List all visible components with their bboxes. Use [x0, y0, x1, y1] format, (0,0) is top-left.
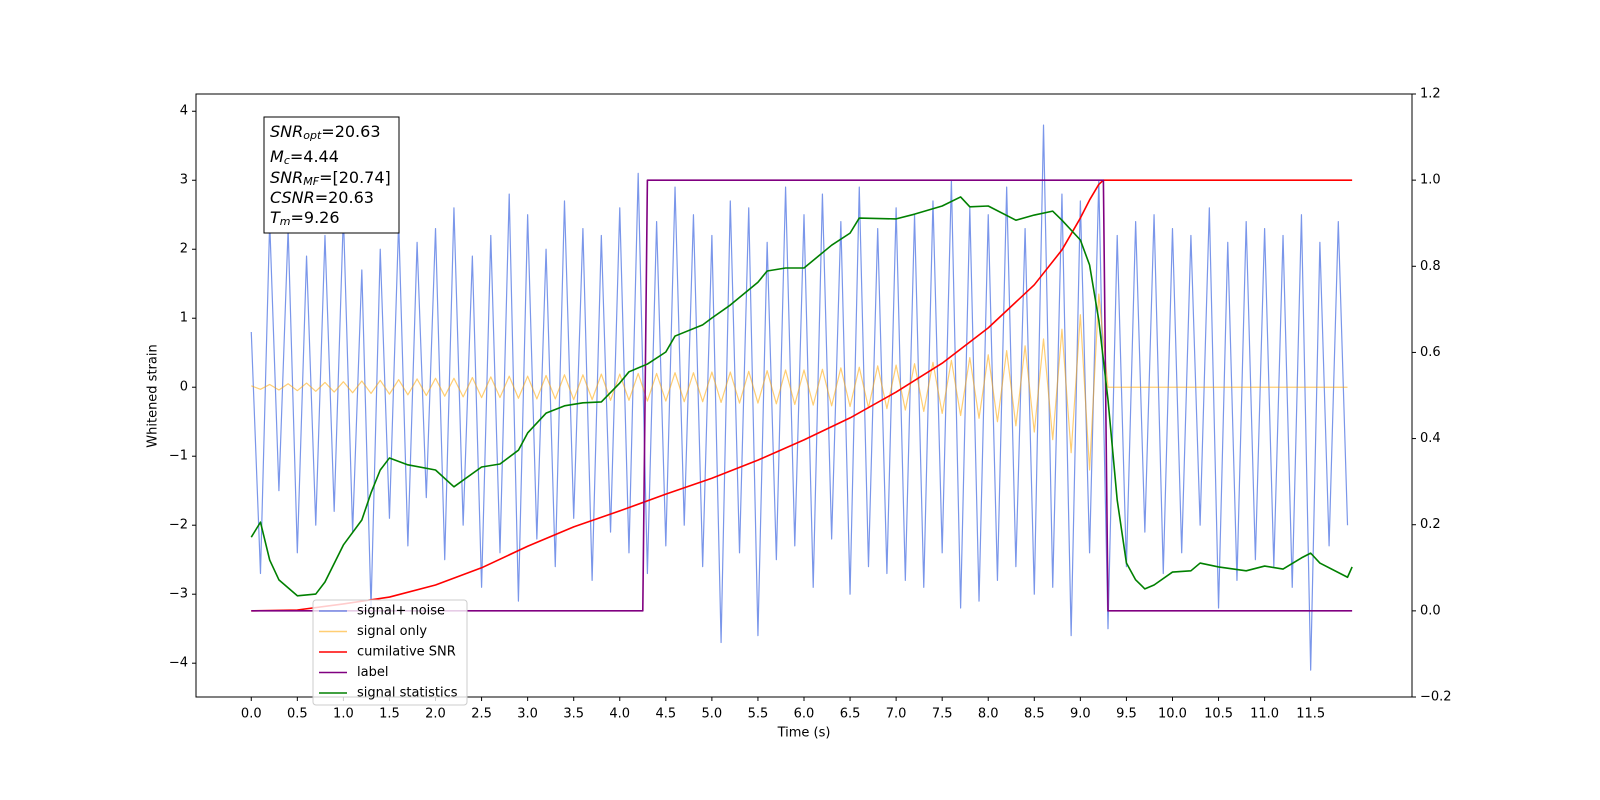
x-tick-label: 4.0 — [609, 707, 630, 722]
x-tick-label: 6.0 — [794, 707, 815, 722]
series-line — [250, 124, 1349, 671]
legend-label: cumilative SNR — [357, 645, 456, 660]
y-tick-label: −3 — [169, 587, 188, 602]
annotation-box — [263, 116, 400, 234]
legend-label: signal+ noise — [357, 604, 445, 619]
x-tick-label: 7.0 — [886, 707, 907, 722]
series-line — [251, 179, 1353, 612]
legend: signal+ noise signal only cumilative SNR la… — [312, 599, 468, 706]
annotation-symbol: CSNR — [270, 188, 315, 207]
y2-tick-label: 0.6 — [1420, 345, 1441, 360]
x-tick-label: 7.5 — [932, 707, 953, 722]
y-axis-label: Whitened strain — [146, 344, 161, 447]
y2-tick-label: 1.2 — [1420, 87, 1441, 102]
x-tick-label: 11.0 — [1250, 707, 1279, 722]
x-tick-label: 5.5 — [748, 707, 769, 722]
y2-tick-label: 0.0 — [1420, 603, 1441, 618]
x-tick-label: 10.0 — [1158, 707, 1187, 722]
y2-tick-label: 0.8 — [1420, 259, 1441, 274]
x-tick-label: 6.5 — [840, 707, 861, 722]
y-tick-label: 1 — [180, 311, 188, 326]
x-tick-label: 8.0 — [978, 707, 999, 722]
x-tick-label: 0.0 — [241, 707, 262, 722]
annotation-value: =[20.74] — [319, 168, 391, 187]
y-tick-label: 3 — [180, 173, 188, 188]
legend-box — [312, 599, 468, 706]
legend-label: label — [357, 665, 388, 680]
annotation-value: =4.44 — [290, 147, 339, 166]
y-tick-label: 0 — [180, 380, 188, 395]
y-tick-label: −1 — [169, 449, 188, 464]
annotation: Mc=4.44 — [270, 147, 339, 168]
x-tick-label: 2.0 — [425, 707, 446, 722]
series-line — [251, 179, 1353, 612]
x-tick-label: 9.5 — [1116, 707, 1137, 722]
x-tick-label: 1.0 — [333, 707, 354, 722]
series-line — [250, 196, 1353, 597]
annotation-symbol: M — [270, 147, 284, 166]
annotation: Tm=9.26 — [270, 208, 340, 229]
y-tick-label: −4 — [169, 656, 188, 671]
annotation-value: =20.63 — [315, 188, 374, 207]
y2-tick-label: 1.0 — [1420, 173, 1441, 188]
y-tick-label: −2 — [169, 518, 188, 533]
x-tick-label: 9.0 — [1070, 707, 1091, 722]
plot-frame — [195, 93, 1413, 698]
annotation-sub: MF — [303, 175, 319, 188]
annotation-sub: c — [284, 154, 290, 167]
x-tick-label: 3.0 — [517, 707, 538, 722]
annotation-sub: m — [280, 215, 291, 228]
legend-label: signal statistics — [357, 686, 458, 701]
x-tick-label: 3.5 — [563, 707, 584, 722]
annotation-symbol: SNR — [270, 168, 303, 187]
annotation-value: =9.26 — [291, 208, 340, 227]
x-tick-label: 8.5 — [1024, 707, 1045, 722]
annotation: SNRopt=20.63 — [270, 122, 381, 143]
y2-tick-label: 0.2 — [1420, 517, 1441, 532]
annotation-symbol: T — [270, 208, 281, 227]
x-tick-label: 0.5 — [287, 707, 308, 722]
annotation-symbol: SNR — [270, 122, 303, 141]
series-line — [251, 293, 1348, 471]
x-tick-label: 10.5 — [1204, 707, 1233, 722]
y2-tick-label: 0.4 — [1420, 431, 1441, 446]
x-tick-label: 1.5 — [379, 707, 400, 722]
annotation-value: =20.63 — [321, 122, 380, 141]
y-tick-label: 2 — [180, 242, 188, 257]
y2-tick-label: −0.2 — [1420, 690, 1452, 705]
x-tick-label: 11.5 — [1296, 707, 1325, 722]
x-tick-label: 4.5 — [655, 707, 676, 722]
x-tick-label: 5.0 — [702, 707, 723, 722]
x-axis-label: Time (s) — [777, 726, 831, 741]
annotation: SNRMF=[20.74] — [270, 168, 391, 189]
y-tick-label: 4 — [180, 104, 188, 119]
legend-label: signal only — [357, 624, 427, 639]
x-tick-label: 2.5 — [471, 707, 492, 722]
annotation: CSNR=20.63 — [270, 188, 374, 207]
annotation-sub: opt — [303, 129, 322, 142]
